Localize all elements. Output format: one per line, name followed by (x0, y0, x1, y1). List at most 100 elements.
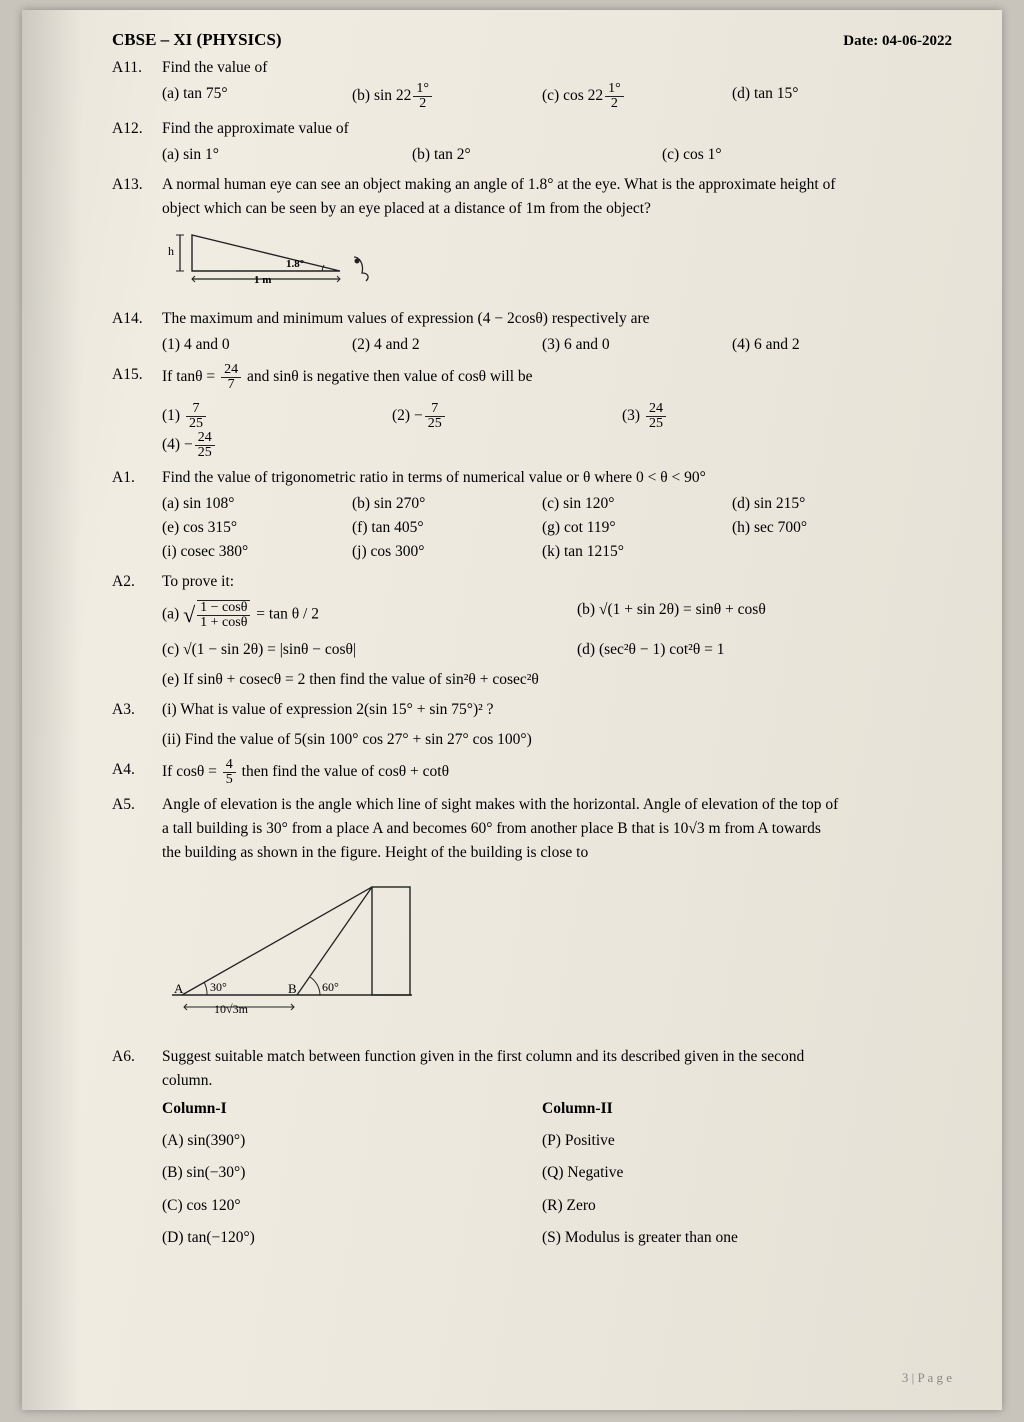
column2-head: Column-II (542, 1097, 738, 1121)
opt-a: (a) sin 1° (162, 143, 382, 167)
line2: column. (162, 1069, 952, 1093)
svg-text:A: A (174, 981, 184, 996)
opt-3: (3) 2425 (622, 402, 822, 431)
row-C: (C) cos 120° (162, 1194, 382, 1218)
question-A12: A12. Find the approximate value of (a) s… (112, 117, 952, 167)
opt-k: (k) tan 1215° (542, 540, 702, 564)
qnum: A1. (112, 466, 162, 564)
question-A11: A11. Find the value of (a) tan 75° (b) s… (112, 56, 952, 111)
stem-line2: object which can be seen by an eye place… (162, 197, 952, 221)
column1-head: Column-I (162, 1097, 382, 1121)
options: (1) 725 (2) −725 (3) 2425 (4) −2425 (162, 402, 952, 460)
opt-b: (b) √(1 + sin 2θ) = sinθ + cosθ (577, 598, 952, 632)
svg-text:1 m: 1 m (254, 274, 271, 286)
opt-b: (b) sin 221°2 (352, 82, 512, 111)
opt-e: (e) cos 315° (162, 516, 322, 540)
stem: Find the value of trigonometric ratio in… (162, 466, 952, 490)
opt-2: (2) 4 and 2 (352, 333, 512, 357)
qnum: A5. (112, 793, 162, 1039)
opt-c: (c) sin 120° (542, 492, 702, 516)
opt-g: (g) cot 119° (542, 516, 702, 540)
stem: Find the value of (162, 56, 952, 80)
options: (a) tan 75° (b) sin 221°2 (c) cos 221°2 … (162, 82, 952, 111)
row-B: (B) sin(−30°) (162, 1161, 382, 1185)
worksheet-page: CBSE – XI (PHYSICS) Date: 04-06-2022 A11… (22, 10, 1002, 1410)
question-A6: A6. Suggest suitable match between funct… (112, 1045, 952, 1249)
opt-c: (c) √(1 − sin 2θ) = |sinθ − cosθ| (162, 638, 537, 662)
opt-a: (a) sin 108° (162, 492, 322, 516)
svg-text:30°: 30° (210, 980, 227, 994)
question-A2: A2. To prove it: (a) √1 − cosθ1 + cosθ =… (112, 570, 952, 692)
date-label: Date: 04-06-2022 (843, 33, 952, 50)
question-A14: A14. The maximum and minimum values of e… (112, 307, 952, 357)
stem: If tanθ = 247 and sinθ is negative then … (162, 363, 952, 392)
opt-j: (j) cos 300° (352, 540, 512, 564)
options: (a) sin 1° (b) tan 2° (c) cos 1° (162, 143, 952, 167)
qnum: A12. (112, 117, 162, 167)
qnum: A13. (112, 173, 162, 301)
svg-text:B: B (288, 981, 297, 996)
stem-line1: A normal human eye can see an object mak… (162, 173, 952, 197)
opt-4: (4) 6 and 2 (732, 333, 892, 357)
page-number: 3 | P a g e (902, 1370, 952, 1386)
building-diagram: A 30° B 60° 10√3m (162, 875, 952, 1033)
opt-4: (4) −2425 (162, 431, 362, 460)
part-ii: (ii) Find the value of 5(sin 100° cos 27… (162, 728, 952, 752)
qnum: A6. (112, 1045, 162, 1249)
row-R: (R) Zero (542, 1194, 738, 1218)
opt-d: (d) sin 215° (732, 492, 892, 516)
opt-a: (a) tan 75° (162, 82, 322, 111)
opt-c: (c) cos 221°2 (542, 82, 702, 111)
header-row: CBSE – XI (PHYSICS) Date: 04-06-2022 (112, 30, 952, 50)
opt-c: (c) cos 1° (662, 143, 882, 167)
question-A3: A3. (i) What is value of expression 2(si… (112, 698, 952, 752)
options-row2: (c) √(1 − sin 2θ) = |sinθ − cosθ| (d) (s… (162, 638, 952, 662)
line2: a tall building is 30° from a place A an… (162, 817, 952, 841)
opt-1: (1) 4 and 0 (162, 333, 322, 357)
opt-a: (a) √1 − cosθ1 + cosθ = tan θ / 2 (162, 598, 537, 632)
svg-text:h: h (168, 244, 174, 258)
row-A: (A) sin(390°) (162, 1129, 382, 1153)
binding-shadow (22, 10, 82, 1410)
qnum: A4. (112, 758, 162, 787)
stem: Find the approximate value of (162, 117, 952, 141)
part-i: (i) What is value of expression 2(sin 15… (162, 698, 952, 722)
question-A4: A4. If cosθ = 45 then find the value of … (112, 758, 952, 787)
row-S: (S) Modulus is greater than one (542, 1226, 738, 1250)
triangle-diagram: h 1.8° 1 m (162, 227, 952, 295)
question-A15: A15. If tanθ = 247 and sinθ is negative … (112, 363, 952, 460)
line1: Angle of elevation is the angle which li… (162, 793, 952, 817)
line3: the building as shown in the figure. Hei… (162, 841, 952, 865)
opt-e: (e) If sinθ + cosecθ = 2 then find the v… (162, 668, 952, 692)
row-D: (D) tan(−120°) (162, 1226, 382, 1250)
line1: Suggest suitable match between function … (162, 1045, 952, 1069)
options: (1) 4 and 0 (2) 4 and 2 (3) 6 and 0 (4) … (162, 333, 952, 357)
stem: The maximum and minimum values of expres… (162, 307, 952, 331)
qnum: A2. (112, 570, 162, 692)
opt-1: (1) 725 (162, 402, 362, 431)
stem: To prove it: (162, 570, 952, 594)
qnum: A3. (112, 698, 162, 752)
question-A5: A5. Angle of elevation is the angle whic… (112, 793, 952, 1039)
opt-b: (b) tan 2° (412, 143, 632, 167)
row-P: (P) Positive (542, 1129, 738, 1153)
question-A13: A13. A normal human eye can see an objec… (112, 173, 952, 301)
opt-f: (f) tan 405° (352, 516, 512, 540)
options-row1: (a) √1 − cosθ1 + cosθ = tan θ / 2 (b) √(… (162, 598, 952, 632)
row-Q: (Q) Negative (542, 1161, 738, 1185)
svg-text:60°: 60° (322, 980, 339, 994)
svg-text:10√3m: 10√3m (214, 1002, 249, 1016)
opt-d: (d) (sec²θ − 1) cot²θ = 1 (577, 638, 952, 662)
subject-title: CBSE – XI (PHYSICS) (112, 30, 282, 50)
opt-d: (d) tan 15° (732, 82, 892, 111)
qnum: A11. (112, 56, 162, 111)
opt-h: (h) sec 700° (732, 516, 892, 540)
opt-2: (2) −725 (392, 402, 592, 431)
svg-text:1.8°: 1.8° (286, 258, 304, 270)
opt-i: (i) cosec 380° (162, 540, 322, 564)
question-A1: A1. Find the value of trigonometric rati… (112, 466, 952, 564)
qnum: A15. (112, 363, 162, 460)
opt-3: (3) 6 and 0 (542, 333, 702, 357)
options: (a) sin 108° (b) sin 270° (c) sin 120° (… (162, 492, 952, 564)
qnum: A14. (112, 307, 162, 357)
